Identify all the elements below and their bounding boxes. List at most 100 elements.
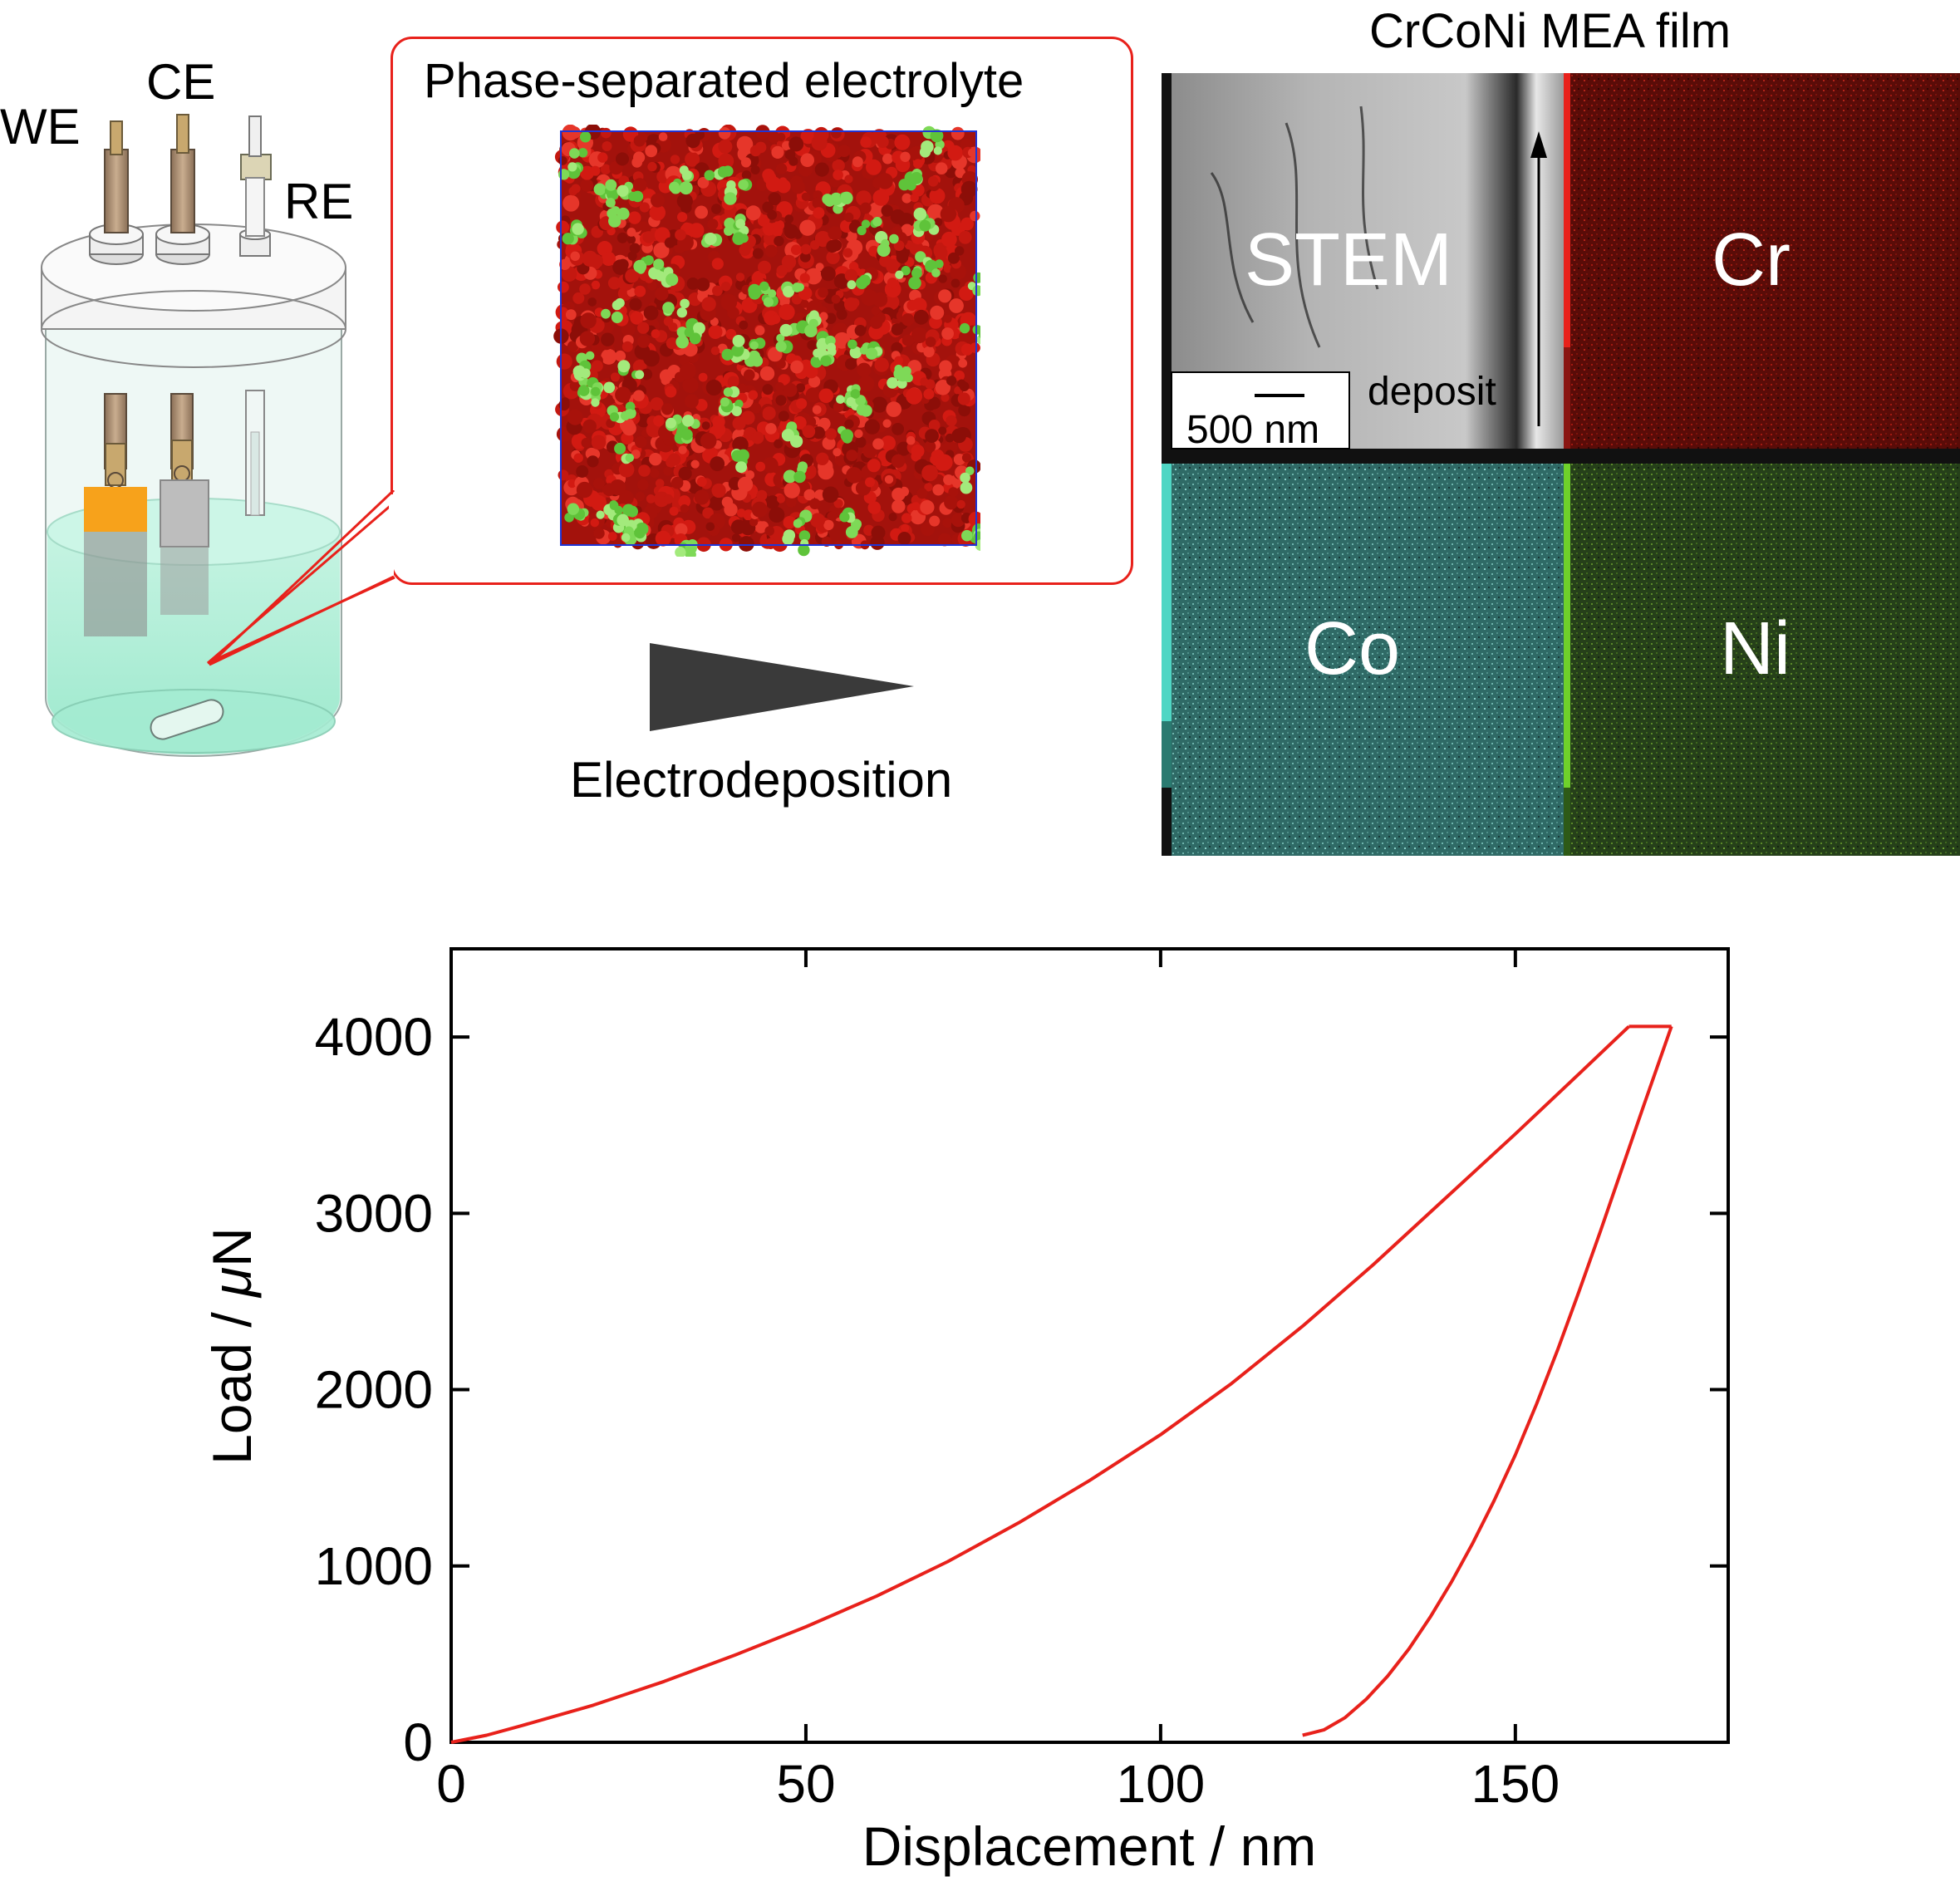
molecule-red [941,231,957,248]
molecule-red [751,501,768,518]
molecule-red [645,145,658,158]
molecule-green [731,344,744,357]
molecule-red [637,335,651,348]
molecule-red [558,281,569,293]
molecule-red [860,202,872,214]
molecule-green [593,183,607,196]
molecule-red [871,525,886,540]
molecule-red [633,151,646,164]
molecule-green [840,191,853,204]
molecule-red [702,507,714,519]
molecule-red [605,351,616,361]
molecule-red [748,390,759,400]
molecule-red [813,126,829,143]
molecule-green [979,331,980,339]
molecule-red [942,518,953,528]
molecule-green [603,381,616,394]
molecule-green [893,367,906,381]
molecule-red [924,440,936,453]
molecule-red [892,487,906,502]
molecule-red [800,153,814,167]
molecule-red [958,404,970,417]
molecule-red [845,358,857,371]
molecule-red [887,278,898,288]
molecule-red [700,432,717,449]
molecule-green [615,297,625,308]
electrolyte-simulation-box [553,125,980,557]
molecule-red [854,325,867,336]
molecule-green [783,469,797,484]
molecule-red [621,322,636,337]
molecule-green [781,429,794,442]
molecule-red [821,536,833,547]
molecule-red [846,467,862,484]
molecule-red [818,287,828,298]
molecule-green [634,527,646,539]
molecule-red [705,522,715,532]
molecule-green [616,184,629,197]
molecule-red [764,526,774,536]
molecule-red [601,332,615,346]
molecule-red [651,193,665,208]
molecule-red [799,273,810,283]
molecule-red [633,390,645,402]
molecule-red [784,482,800,499]
molecule-red [921,464,938,482]
molecule-red [947,145,963,161]
scale-bar-label: 500 nm [1186,408,1320,452]
molecule-red [762,201,774,214]
molecule-red [775,163,788,174]
molecule-red [678,495,691,508]
molecule-red [749,518,759,527]
molecule-red [881,435,896,451]
molecule-red [958,230,972,244]
molecule-green [564,513,574,523]
molecule-red [896,441,911,456]
molecule-red [951,278,960,288]
molecule-green [621,533,631,543]
molecule-green [675,547,686,557]
molecule-green [792,282,803,292]
film-title: CrCoNi MEA film [1369,4,1732,58]
molecule-red [822,486,839,503]
molecule-red [764,244,778,258]
molecule-red [556,220,570,234]
molecule-red [928,396,941,410]
molecule-red [852,156,863,168]
molecule-red [845,230,857,243]
molecule-green [662,302,675,314]
molecule-red [614,350,626,362]
molecule-green [776,333,785,342]
molecule-red [685,151,700,167]
molecule-green [676,307,687,318]
molecule-red [949,298,964,313]
molecule-green [960,481,973,494]
molecule-red [783,516,796,529]
molecule-green [738,179,749,190]
molecule-red [818,312,828,322]
molecule-red [675,523,688,537]
molecule-red [866,159,882,175]
molecule-green [577,385,590,396]
molecule-red [571,184,581,194]
stem-label: STEM [1245,219,1453,302]
molecule-red [707,219,719,230]
ce-label: CE [146,54,216,110]
molecule-red [615,386,631,403]
molecule-green [724,192,737,205]
molecule-green [748,283,761,297]
process-label: Electrodeposition [570,752,953,808]
molecule-red [637,322,650,334]
molecule-red [771,225,783,237]
molecule-red [694,489,710,505]
molecule-red [558,469,569,481]
molecule-red [854,429,863,439]
molecule-red [762,457,779,474]
x-axis-label: Displacement / nm [862,1815,1317,1877]
molecule-red [815,263,824,272]
molecule-red [643,305,659,321]
molecule-red [591,435,607,450]
molecule-red [943,264,952,273]
molecule-red [668,453,681,466]
molecule-red [940,206,957,223]
